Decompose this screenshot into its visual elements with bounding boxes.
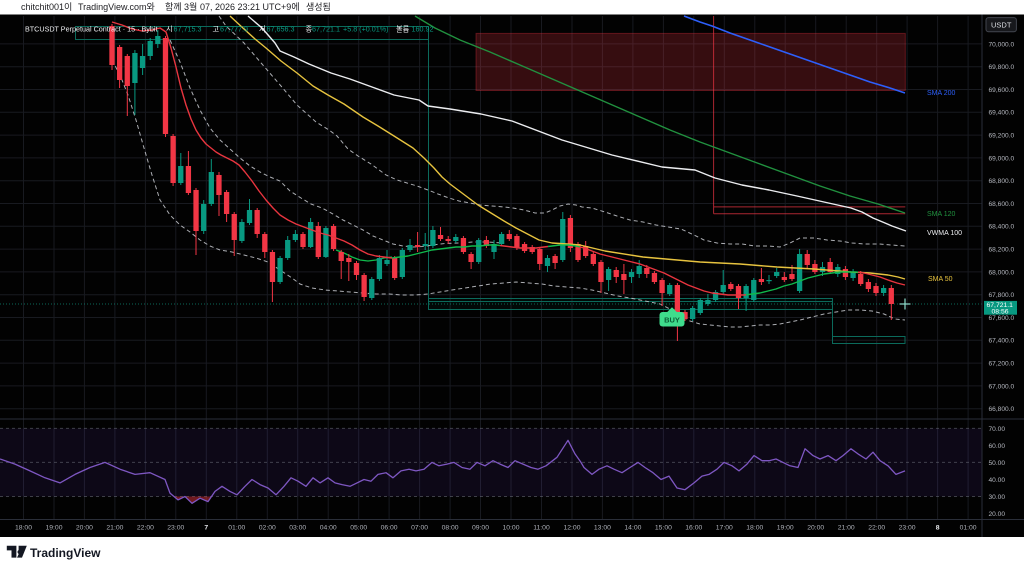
svg-text:18:00: 18:00 xyxy=(15,524,32,531)
svg-text:06:00: 06:00 xyxy=(381,524,398,531)
svg-text:20.00: 20.00 xyxy=(989,511,1006,518)
svg-text:69,000.0: 69,000.0 xyxy=(989,155,1015,162)
svg-text:67,200.0: 67,200.0 xyxy=(989,361,1015,368)
svg-text:05:00: 05:00 xyxy=(350,524,367,531)
svg-text:21:00: 21:00 xyxy=(838,524,855,531)
svg-text:68,800.0: 68,800.0 xyxy=(989,178,1015,185)
svg-text:01:00: 01:00 xyxy=(960,524,977,531)
svg-text:08:00: 08:00 xyxy=(442,524,459,531)
svg-text:13:00: 13:00 xyxy=(594,524,611,531)
svg-text:8: 8 xyxy=(936,524,940,531)
svg-text:20:00: 20:00 xyxy=(807,524,824,531)
svg-text:11:00: 11:00 xyxy=(533,524,550,531)
svg-text:SMA 120: SMA 120 xyxy=(927,211,956,218)
svg-text:07:00: 07:00 xyxy=(411,524,428,531)
svg-text:69,600.0: 69,600.0 xyxy=(989,87,1015,94)
svg-text:15:00: 15:00 xyxy=(655,524,672,531)
svg-text:18:00: 18:00 xyxy=(746,524,763,531)
svg-text:66,800.0: 66,800.0 xyxy=(989,406,1015,413)
svg-text:70.00: 70.00 xyxy=(989,426,1006,433)
svg-text:23:00: 23:00 xyxy=(899,524,916,531)
svg-text:TradingView: TradingView xyxy=(30,546,101,560)
svg-text:40.00: 40.00 xyxy=(989,477,1006,484)
svg-text:01:00: 01:00 xyxy=(228,524,245,531)
svg-text:67,600.0: 67,600.0 xyxy=(989,315,1015,322)
svg-text:BUY: BUY xyxy=(664,316,680,325)
svg-text:67,000.0: 67,000.0 xyxy=(989,383,1015,390)
svg-text:20:00: 20:00 xyxy=(76,524,93,531)
svg-text:50.00: 50.00 xyxy=(989,460,1006,467)
svg-text:67,800.0: 67,800.0 xyxy=(989,292,1015,299)
svg-text:SMA 50: SMA 50 xyxy=(928,276,953,283)
svg-text:22:00: 22:00 xyxy=(868,524,885,531)
svg-text:68,400.0: 68,400.0 xyxy=(989,224,1015,231)
svg-text:67,400.0: 67,400.0 xyxy=(989,338,1015,345)
svg-text:17:00: 17:00 xyxy=(716,524,733,531)
svg-text:23:00: 23:00 xyxy=(167,524,184,531)
svg-text:22:00: 22:00 xyxy=(137,524,154,531)
svg-text:68,000.0: 68,000.0 xyxy=(989,269,1015,276)
svg-text:67,721.1: 67,721.1 xyxy=(987,302,1014,309)
svg-text:19:00: 19:00 xyxy=(777,524,794,531)
svg-text:68,200.0: 68,200.0 xyxy=(989,247,1015,254)
svg-text:02:00: 02:00 xyxy=(259,524,276,531)
svg-text:VWMA 100: VWMA 100 xyxy=(927,230,962,237)
svg-text:69,400.0: 69,400.0 xyxy=(989,110,1015,117)
svg-text:09:00: 09:00 xyxy=(472,524,489,531)
svg-text:69,800.0: 69,800.0 xyxy=(989,64,1015,71)
svg-text:03:00: 03:00 xyxy=(289,524,306,531)
svg-text:68,600.0: 68,600.0 xyxy=(989,201,1015,208)
svg-text:SMA 200: SMA 200 xyxy=(927,90,956,97)
svg-text:69,200.0: 69,200.0 xyxy=(989,133,1015,140)
svg-text:21:00: 21:00 xyxy=(106,524,123,531)
svg-text:USDT: USDT xyxy=(991,20,1012,29)
svg-text:12:00: 12:00 xyxy=(563,524,580,531)
svg-text:04:00: 04:00 xyxy=(320,524,337,531)
svg-text:08:56: 08:56 xyxy=(992,309,1009,316)
svg-text:30.00: 30.00 xyxy=(989,494,1006,501)
svg-text:BTCUSDT Perpetual Contract · 1: BTCUSDT Perpetual Contract · 15 · Bybit 시… xyxy=(25,25,433,34)
svg-text:70,000.0: 70,000.0 xyxy=(989,41,1015,48)
svg-text:7: 7 xyxy=(204,524,208,531)
svg-text:60.00: 60.00 xyxy=(989,443,1006,450)
svg-text:14:00: 14:00 xyxy=(624,524,641,531)
svg-text:16:00: 16:00 xyxy=(685,524,702,531)
svg-text:10:00: 10:00 xyxy=(502,524,519,531)
svg-text:19:00: 19:00 xyxy=(45,524,62,531)
